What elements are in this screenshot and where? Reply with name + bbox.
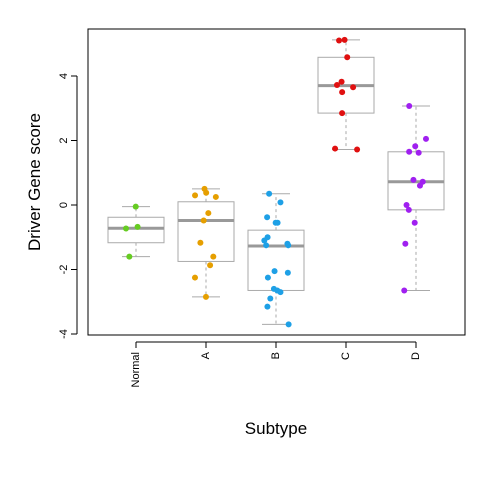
- x-axis: Normal A B C D: [130, 341, 422, 387]
- box-group-b: [247, 190, 305, 328]
- data-point: [277, 199, 284, 206]
- data-point: [344, 54, 351, 61]
- data-point: [191, 274, 198, 281]
- data-point: [277, 289, 284, 296]
- data-point: [416, 182, 423, 189]
- data-point: [263, 242, 270, 249]
- boxes-layer: [107, 36, 445, 328]
- data-point: [411, 219, 418, 226]
- box-group-a: [177, 185, 235, 300]
- y-tick-label: 0: [58, 202, 70, 208]
- data-point: [267, 295, 274, 302]
- data-point: [212, 193, 219, 200]
- data-point: [264, 303, 271, 310]
- data-point: [134, 223, 141, 230]
- data-point: [285, 321, 292, 328]
- data-point: [197, 239, 204, 246]
- data-point: [202, 293, 209, 300]
- data-point: [405, 206, 412, 213]
- x-tick-label: D: [410, 352, 422, 360]
- data-point: [415, 149, 422, 156]
- data-point: [126, 253, 133, 260]
- data-point: [123, 225, 130, 232]
- data-point: [200, 217, 207, 224]
- data-point: [339, 89, 346, 96]
- x-axis-title: Subtype: [245, 419, 307, 438]
- y-axis-title: Driver Gene score: [25, 113, 44, 251]
- box-group-normal: [107, 203, 165, 260]
- y-tick-label: -2: [58, 265, 70, 275]
- data-point: [284, 269, 291, 276]
- data-point: [132, 203, 139, 210]
- data-point: [336, 37, 343, 44]
- x-tick-label: B: [270, 352, 282, 359]
- data-point: [203, 189, 210, 196]
- data-point: [271, 268, 278, 275]
- data-point: [332, 145, 339, 152]
- data-point: [272, 219, 279, 226]
- data-point: [339, 110, 346, 117]
- data-point: [266, 190, 273, 197]
- data-point: [341, 36, 348, 43]
- data-point: [207, 262, 214, 269]
- y-axis: -4 -2 0 2 4: [58, 73, 78, 339]
- box-group-c: [317, 36, 375, 153]
- x-tick-label: Normal: [130, 352, 142, 387]
- data-point: [402, 240, 409, 247]
- data-point: [261, 237, 268, 244]
- data-point: [264, 274, 271, 281]
- data-point: [406, 102, 413, 109]
- data-point: [264, 214, 271, 221]
- data-point: [338, 78, 345, 85]
- x-tick-label: A: [200, 351, 212, 359]
- box-group-d: [387, 102, 445, 294]
- y-tick-label: 2: [58, 137, 70, 143]
- data-point: [422, 135, 429, 142]
- data-point: [403, 202, 410, 208]
- data-point: [406, 148, 413, 155]
- plot-frame: [87, 28, 466, 336]
- box-iqr: [177, 201, 235, 262]
- y-tick-label: -4: [58, 329, 70, 339]
- data-point: [354, 146, 361, 153]
- data-point: [333, 82, 340, 89]
- x-tick-label: C: [340, 352, 352, 360]
- data-point: [285, 242, 292, 249]
- data-point: [410, 176, 417, 183]
- box-iqr: [247, 229, 305, 291]
- box-iqr: [107, 216, 165, 244]
- data-point: [350, 84, 357, 91]
- y-tick-label: 4: [58, 73, 70, 79]
- data-point: [401, 287, 408, 294]
- data-point: [205, 210, 212, 217]
- data-point: [192, 192, 199, 199]
- data-point: [210, 253, 217, 260]
- data-point: [412, 143, 419, 150]
